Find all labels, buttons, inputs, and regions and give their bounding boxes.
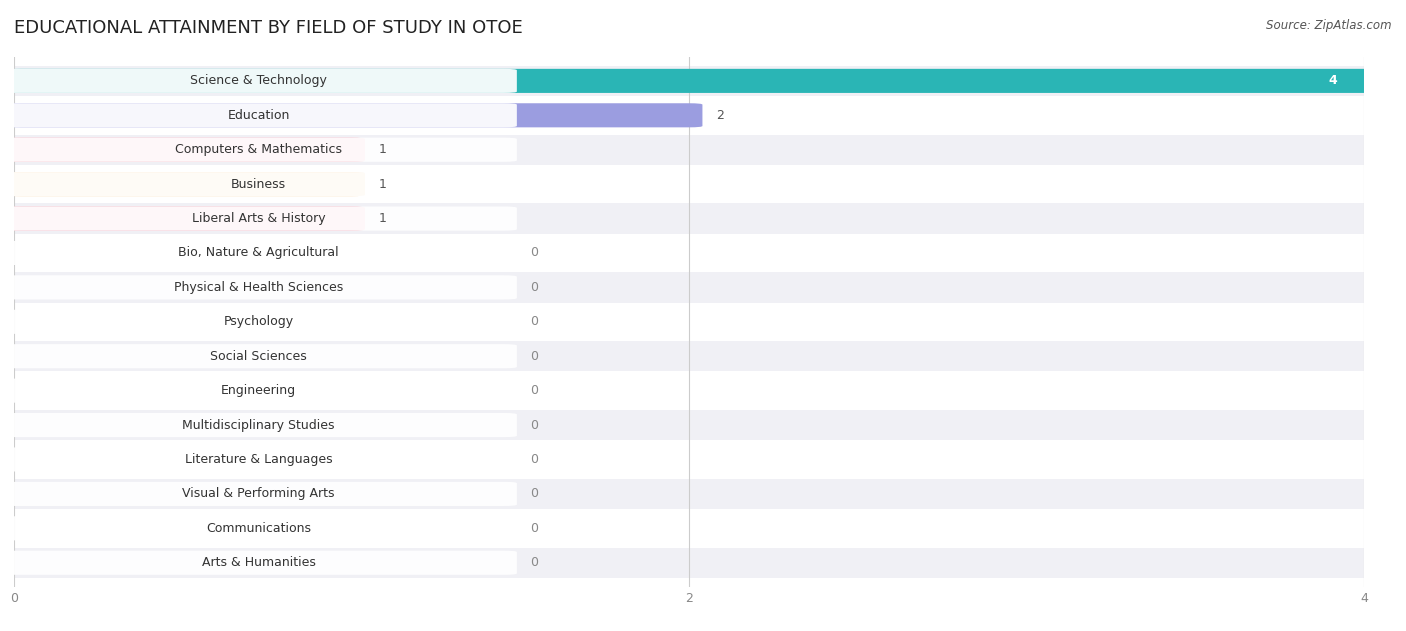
Bar [14,410,1364,440]
Text: 0: 0 [530,557,538,569]
FancyBboxPatch shape [0,551,517,575]
FancyBboxPatch shape [0,275,517,300]
Text: Visual & Performing Arts: Visual & Performing Arts [183,487,335,500]
Bar [14,238,1364,268]
FancyBboxPatch shape [7,172,366,196]
Text: 0: 0 [530,281,538,294]
Text: 2: 2 [716,109,724,122]
Text: 0: 0 [530,316,538,328]
Text: 4: 4 [1329,74,1337,87]
FancyBboxPatch shape [0,344,517,369]
FancyBboxPatch shape [0,447,517,471]
Bar [14,272,1364,302]
Text: 1: 1 [378,178,387,191]
Text: Psychology: Psychology [224,316,294,328]
Text: Social Sciences: Social Sciences [211,350,307,363]
Bar [14,307,1364,337]
Text: 0: 0 [530,247,538,259]
Text: 0: 0 [530,418,538,432]
Text: Literature & Languages: Literature & Languages [186,453,332,466]
Text: 0: 0 [530,384,538,397]
Text: 1: 1 [378,212,387,225]
Text: 1: 1 [378,143,387,156]
FancyBboxPatch shape [7,138,366,162]
Bar [14,134,1364,165]
FancyBboxPatch shape [0,413,517,437]
Bar [14,100,1364,131]
FancyBboxPatch shape [0,310,517,334]
Bar [14,203,1364,233]
Bar [14,444,1364,475]
Text: 0: 0 [530,453,538,466]
Text: 0: 0 [530,522,538,535]
FancyBboxPatch shape [7,103,703,127]
Bar [14,169,1364,199]
Text: Computers & Mathematics: Computers & Mathematics [176,143,342,156]
Text: Liberal Arts & History: Liberal Arts & History [191,212,326,225]
Text: Multidisciplinary Studies: Multidisciplinary Studies [183,418,335,432]
Text: Business: Business [231,178,287,191]
Bar [14,513,1364,543]
Text: Physical & Health Sciences: Physical & Health Sciences [174,281,343,294]
Text: Bio, Nature & Agricultural: Bio, Nature & Agricultural [179,247,339,259]
Bar [14,375,1364,406]
Text: Science & Technology: Science & Technology [190,74,328,87]
FancyBboxPatch shape [7,69,1378,93]
FancyBboxPatch shape [0,379,517,403]
FancyBboxPatch shape [0,138,517,162]
FancyBboxPatch shape [0,482,517,506]
Text: Communications: Communications [207,522,311,535]
FancyBboxPatch shape [0,69,517,93]
Text: Engineering: Engineering [221,384,297,397]
Text: 0: 0 [530,350,538,363]
Bar [14,479,1364,509]
Text: Source: ZipAtlas.com: Source: ZipAtlas.com [1267,19,1392,32]
Bar [14,66,1364,96]
Bar [14,341,1364,372]
Text: Arts & Humanities: Arts & Humanities [202,557,315,569]
FancyBboxPatch shape [0,172,517,196]
Text: EDUCATIONAL ATTAINMENT BY FIELD OF STUDY IN OTOE: EDUCATIONAL ATTAINMENT BY FIELD OF STUDY… [14,19,523,37]
FancyBboxPatch shape [0,206,517,230]
Text: Education: Education [228,109,290,122]
FancyBboxPatch shape [0,241,517,265]
FancyBboxPatch shape [0,103,517,127]
FancyBboxPatch shape [0,516,517,540]
Bar [14,548,1364,578]
Text: 0: 0 [530,487,538,500]
FancyBboxPatch shape [7,206,366,230]
